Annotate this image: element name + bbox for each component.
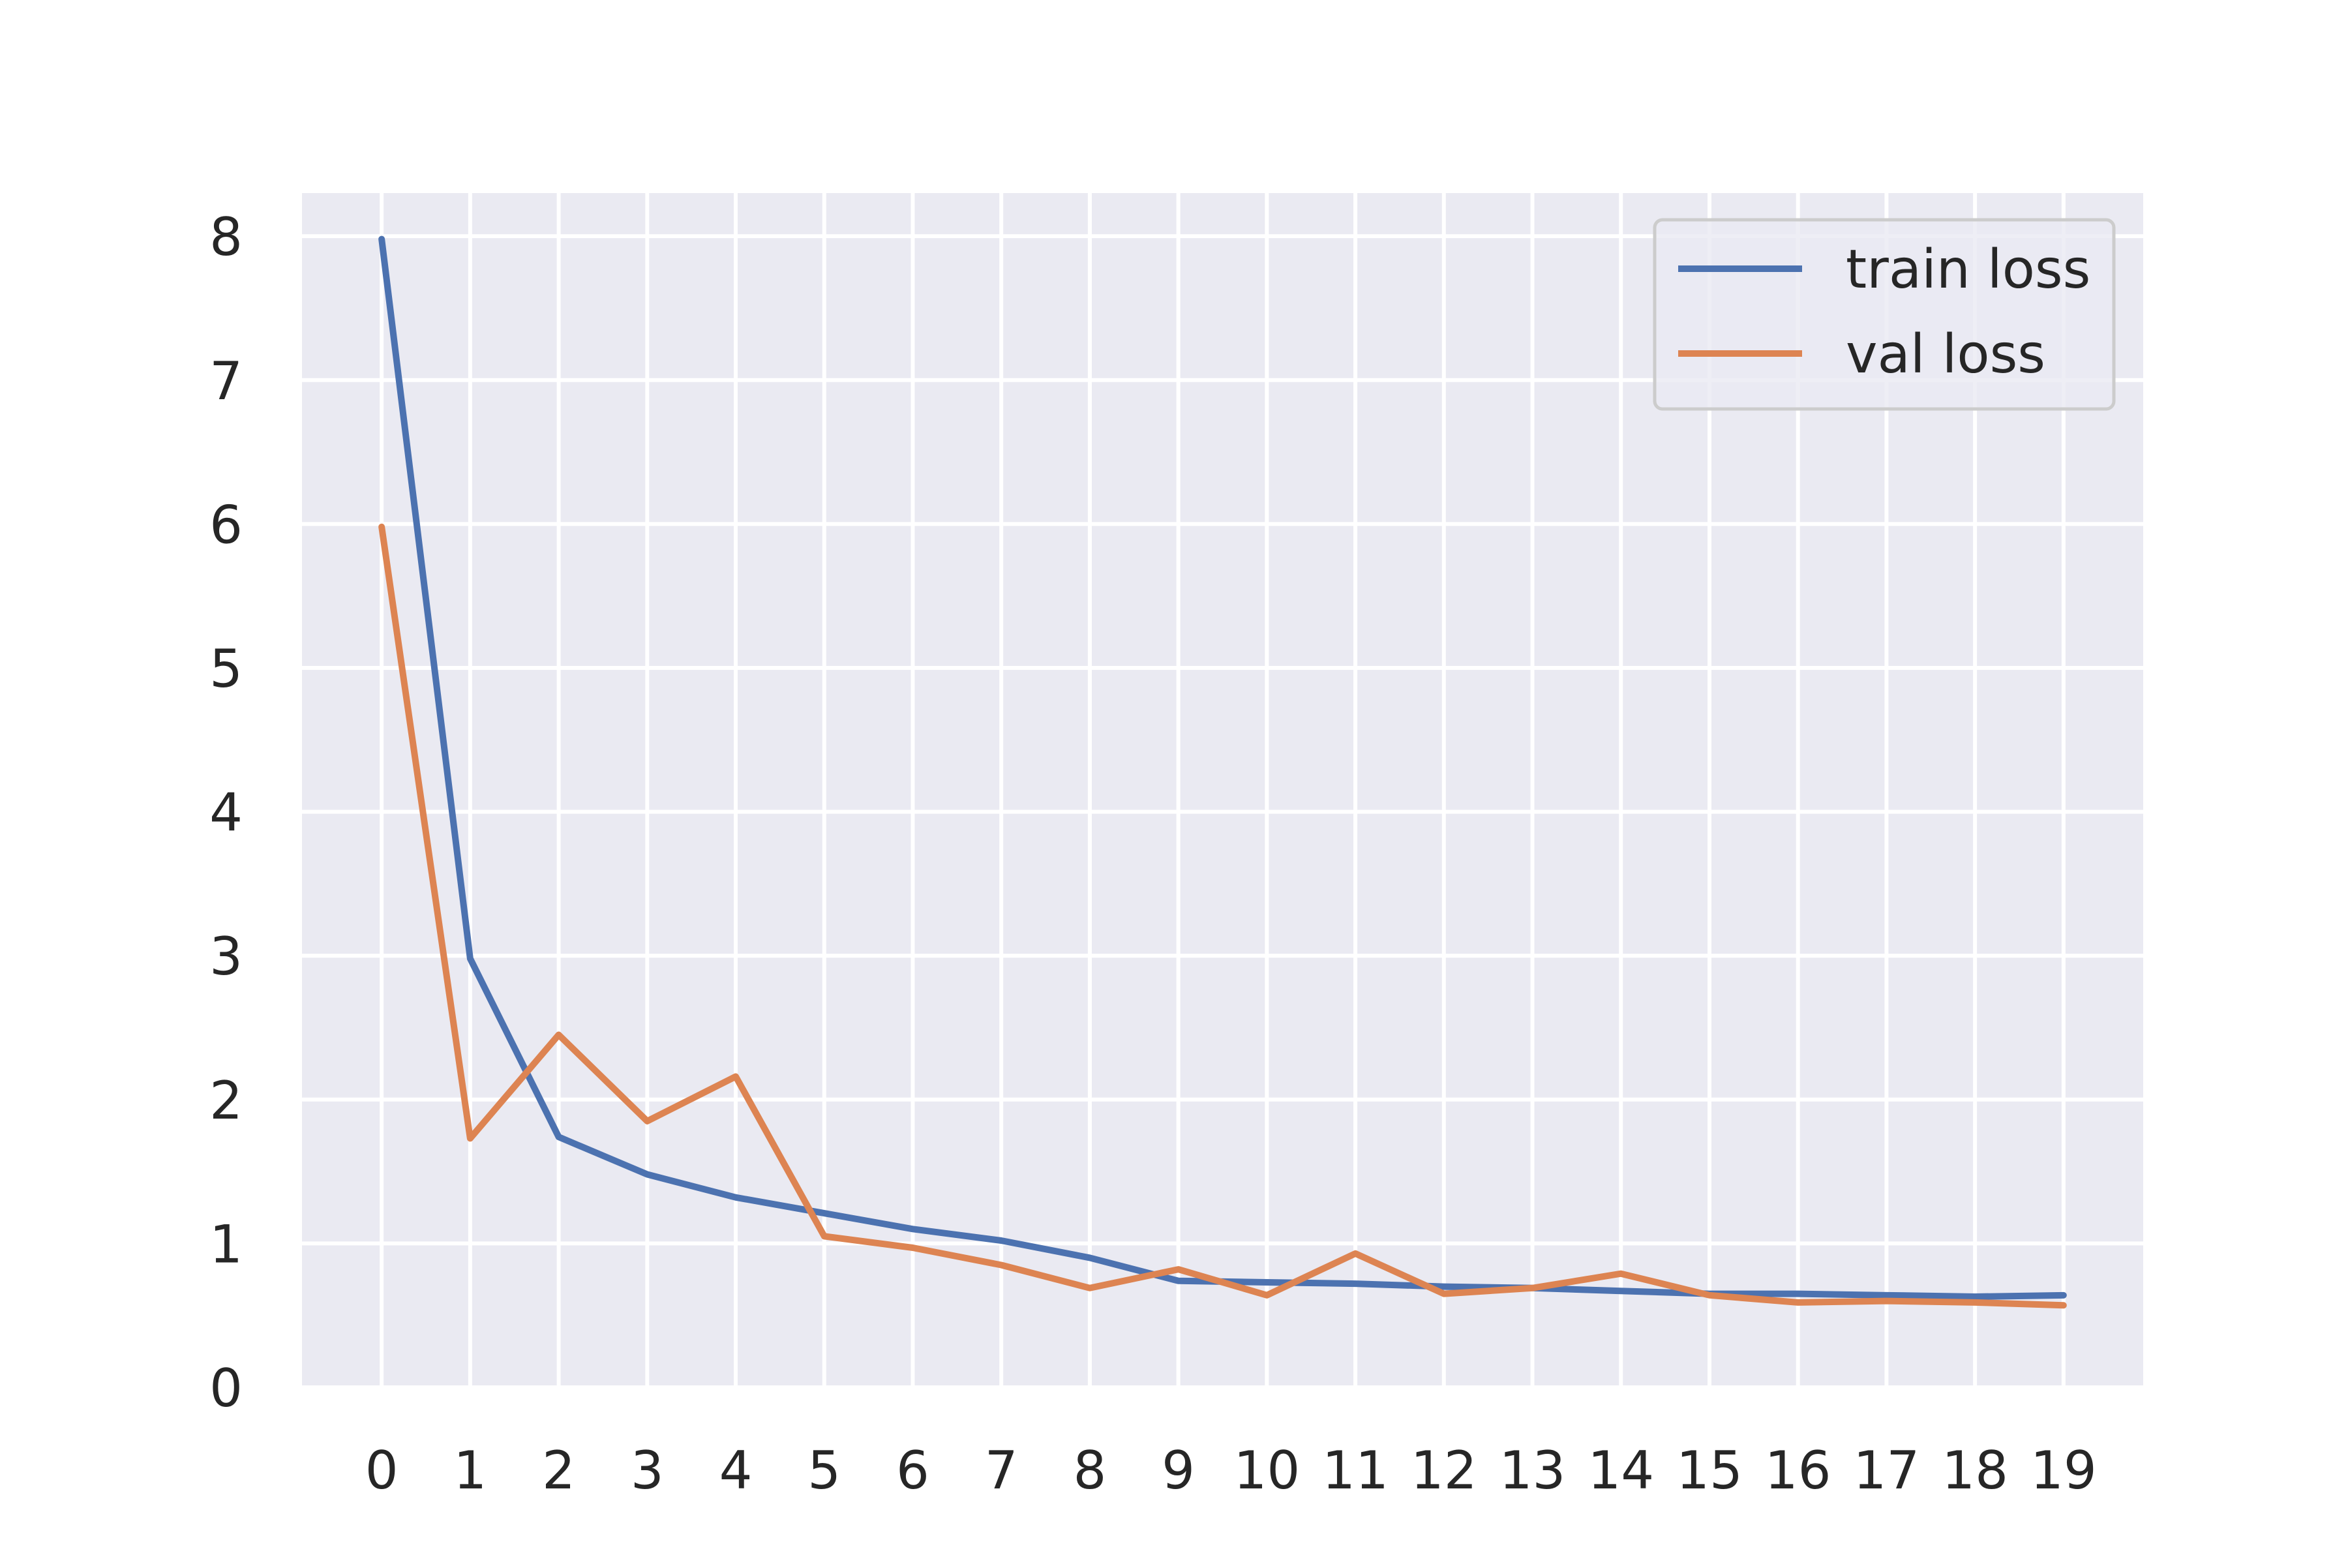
x-tick-label: 12 (1411, 1440, 1477, 1501)
x-tick-label: 15 (1676, 1440, 1743, 1501)
x-tick-label: 16 (1765, 1440, 1831, 1501)
x-tick-label: 14 (1588, 1440, 1654, 1501)
x-tick-label: 0 (365, 1440, 399, 1501)
y-tick-label: 3 (209, 926, 243, 987)
y-tick-label: 4 (209, 783, 243, 843)
x-tick-label: 3 (631, 1440, 664, 1501)
x-tick-label: 13 (1499, 1440, 1566, 1501)
y-tick-label: 7 (209, 351, 243, 412)
x-tick-label: 1 (453, 1440, 487, 1501)
x-tick-label: 7 (985, 1440, 1018, 1501)
x-tick-label: 11 (1322, 1440, 1389, 1501)
x-tick-label: 4 (719, 1440, 753, 1501)
y-tick-label: 5 (209, 639, 243, 699)
x-tick-label: 5 (807, 1440, 841, 1501)
y-tick-label: 6 (209, 494, 243, 555)
x-tick-label: 8 (1073, 1440, 1106, 1501)
y-tick-label: 0 (209, 1358, 243, 1419)
x-tick-label: 17 (1854, 1440, 1920, 1501)
x-tick-label: 6 (896, 1440, 929, 1501)
x-tick-label: 2 (542, 1440, 575, 1501)
y-tick-label: 8 (209, 207, 243, 267)
legend-label: val loss (1846, 324, 2045, 385)
x-tick-label: 18 (1942, 1440, 2008, 1501)
legend-label: train loss (1846, 239, 2090, 301)
y-tick-label: 1 (209, 1214, 243, 1274)
y-axis-tick-labels: 0 1 2 3 4 5 6 7 8 (209, 207, 243, 1419)
x-tick-label: 10 (1233, 1440, 1300, 1501)
legend: train loss val loss (1655, 220, 2114, 409)
x-tick-label: 19 (2030, 1440, 2097, 1501)
y-tick-label: 2 (209, 1070, 243, 1131)
x-tick-label: 9 (1162, 1440, 1195, 1501)
